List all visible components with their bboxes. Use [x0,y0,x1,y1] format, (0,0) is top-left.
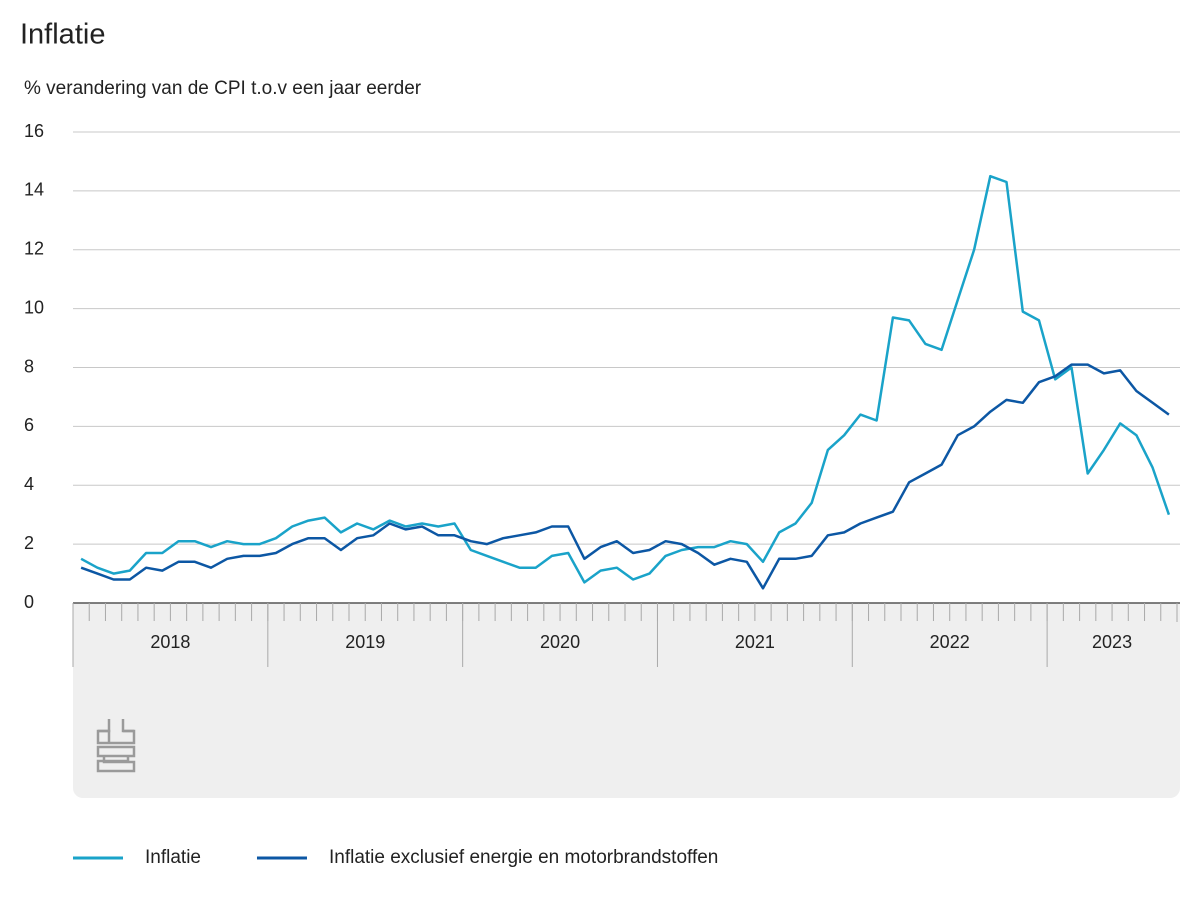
y-tick-label: 12 [24,239,44,259]
series-line [80,363,1170,590]
x-tick-label: 2023 [1092,632,1132,652]
x-tick-label: 2021 [735,632,775,652]
chart-title: Inflatie [20,19,105,51]
y-tick-label: 14 [24,180,44,200]
y-tick-label: 4 [24,474,34,494]
series-line [80,174,1171,584]
axis-band [73,603,1180,798]
y-tick-label: 10 [24,297,44,317]
chart-subtitle: % verandering van de CPI t.o.v een jaar … [24,78,422,99]
y-tick-label: 6 [24,415,34,435]
axis-band-top [73,603,1180,623]
y-tick-label: 0 [24,592,34,612]
legend-label: Inflatie exclusief energie en motorbrand… [329,847,718,868]
legend-label: Inflatie [145,847,201,868]
x-tick-label: 2018 [150,632,190,652]
x-tick-label: 2019 [345,632,385,652]
x-tick-label: 2022 [930,632,970,652]
y-tick-label: 16 [24,121,44,141]
y-tick-label: 8 [24,356,34,376]
y-tick-label: 2 [24,533,34,553]
x-tick-label: 2020 [540,632,580,652]
logo [96,719,136,773]
